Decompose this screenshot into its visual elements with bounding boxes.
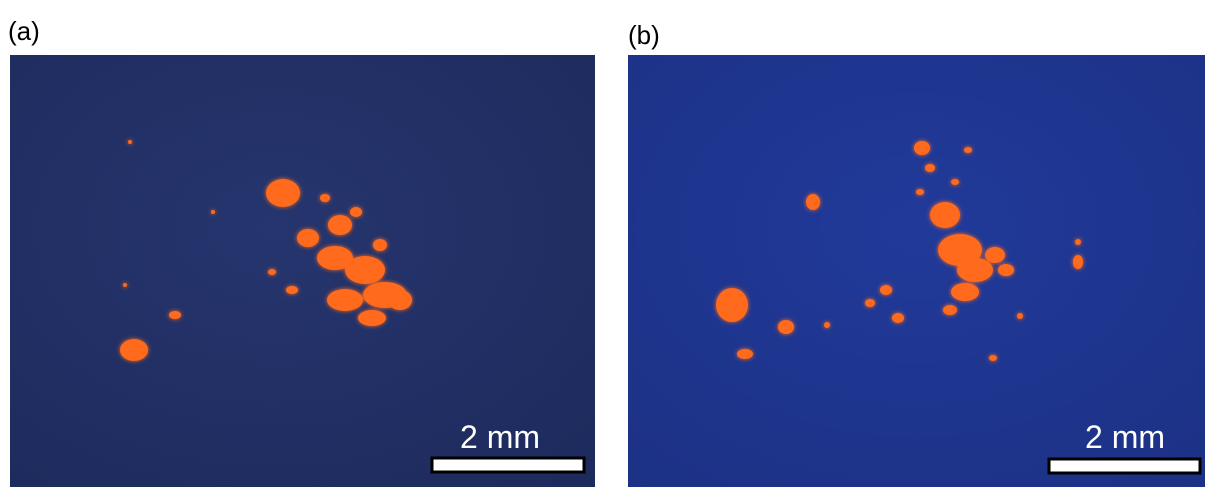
scale-bar-label: 2 mm <box>460 419 540 455</box>
scale-bar <box>1049 459 1200 473</box>
scale-bar <box>432 458 584 472</box>
panel-label: (a) <box>8 16 40 46</box>
figure: (a) 2 mm (b) <box>0 0 1205 487</box>
panel-label: (b) <box>628 20 660 50</box>
scale-bar-label: 2 mm <box>1085 419 1165 455</box>
page: (a) 2 mm (b) <box>0 0 1205 487</box>
